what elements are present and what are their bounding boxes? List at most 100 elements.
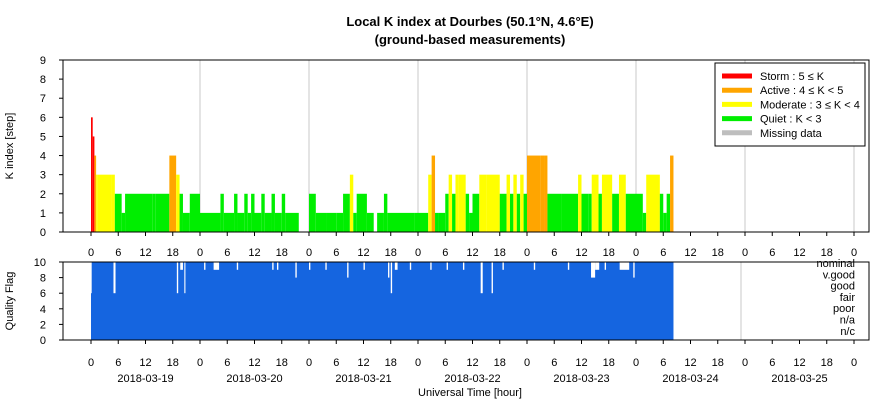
kindex-bar	[438, 212, 446, 232]
kindex-x-tick-label: 0	[197, 247, 203, 259]
kindex-bar	[94, 155, 97, 232]
kindex-x-tick-label: 6	[660, 247, 666, 259]
kindex-bar	[176, 174, 180, 232]
kindex-bar	[516, 193, 521, 232]
kindex-bar	[91, 117, 93, 232]
quality-x-tick-label: 0	[197, 357, 203, 369]
legend-label: Active : 4 ≤ K < 5	[760, 85, 843, 97]
quality-gap	[409, 262, 412, 270]
quality-x-tick-label: 0	[633, 357, 639, 369]
kindex-bar	[445, 193, 449, 232]
quality-x-tick-label: 18	[494, 357, 506, 369]
kindex-x-tick-label: 18	[167, 247, 179, 259]
kindex-y-tick-label: 6	[40, 112, 46, 124]
kindex-bar	[598, 193, 602, 232]
quality-gap	[204, 262, 206, 270]
date-labels: 2018-03-19 2018-03-20 2018-03-21 2018-03-22…	[117, 373, 827, 385]
quality-gap	[295, 262, 297, 278]
kindex-bar	[271, 193, 275, 232]
quality-bar-area	[91, 262, 674, 340]
kindex-bar	[247, 212, 252, 232]
quality-flag-label: nominal	[816, 258, 855, 270]
kindex-bar	[561, 193, 579, 232]
kindex-bar	[353, 212, 357, 232]
kindex-bar	[189, 193, 200, 232]
legend-label: Missing data	[760, 128, 823, 140]
kindex-bar	[285, 212, 299, 232]
date-label: 2018-03-20	[226, 373, 282, 385]
quality-flag-label: poor	[833, 303, 855, 315]
kindex-bar	[234, 193, 238, 232]
kindex-x-tick-label: 0	[88, 247, 94, 259]
quality-flag-label: n/c	[840, 326, 855, 338]
quality-x-tick-label: 18	[385, 357, 397, 369]
kindex-x-tick-label: 6	[769, 247, 775, 259]
kindex-x-tick-label: 12	[357, 247, 369, 259]
quality-gap	[567, 262, 570, 270]
quality-gap	[309, 262, 311, 270]
kindex-bar	[223, 212, 235, 232]
kindex-x-tick-label: 0	[524, 247, 530, 259]
chart-subtitle: (ground-based measurements)	[375, 32, 566, 47]
kindex-bar	[486, 174, 500, 232]
quality-gap	[388, 262, 390, 278]
kindex-bar	[179, 193, 183, 232]
kindex-x-tick-label: 18	[494, 247, 506, 259]
kindex-bar	[642, 212, 647, 232]
kindex-bar	[472, 193, 480, 232]
kindex-bar	[455, 174, 459, 232]
kindex-bar	[220, 193, 224, 232]
kindex-bar	[588, 193, 592, 232]
kindex-bar	[435, 212, 439, 232]
kindex-bar	[431, 155, 436, 232]
kindex-x-tick-label: 0	[742, 247, 748, 259]
kindex-bar	[356, 193, 367, 232]
kindex-x-tick-label: 6	[333, 247, 339, 259]
kindex-bars	[91, 117, 674, 232]
kindex-bar	[387, 212, 415, 232]
kindex-bar	[458, 174, 466, 232]
kindex-y-tick-label: 7	[40, 93, 46, 105]
kindex-bar	[663, 212, 667, 232]
kindex-x-tick-label: 0	[851, 247, 857, 259]
chart-title: Local K index at Dourbes (50.1°N, 4.6°E)	[346, 14, 593, 29]
kindex-x-tick-label: 12	[575, 247, 587, 259]
quality-gap	[633, 262, 635, 278]
quality-x-tick-label: 6	[660, 357, 666, 369]
quality-y-tick-label: 4	[40, 304, 46, 316]
quality-gap	[533, 262, 536, 270]
kindex-bar	[309, 193, 316, 232]
quality-gap	[363, 262, 365, 270]
kindex-bar	[499, 193, 507, 232]
quality-gap	[446, 262, 448, 270]
kindex-bar	[452, 193, 456, 232]
quality-gap	[176, 262, 179, 294]
kindex-y-tick-label: 0	[40, 227, 46, 239]
quality-x-tick-label: 12	[466, 357, 478, 369]
quality-y-tick-label: 10	[34, 257, 46, 269]
quality-y-tick-label: 0	[40, 335, 46, 347]
kindex-bar	[237, 212, 245, 232]
kindex-bar	[625, 193, 636, 232]
kindex-bar	[591, 174, 599, 232]
kindex-x-tick-label: 18	[712, 247, 724, 259]
quality-x-tick-label: 6	[769, 357, 775, 369]
kindex-bar	[666, 193, 671, 232]
kindex-bar	[544, 155, 548, 232]
date-label: 2018-03-19	[117, 373, 173, 385]
quality-bars	[91, 262, 674, 340]
quality-x-tick-label: 0	[415, 357, 421, 369]
quality-x-tick-label: 12	[248, 357, 260, 369]
date-label: 2018-03-25	[771, 373, 827, 385]
kindex-bar	[111, 174, 115, 232]
quality-gap	[591, 262, 596, 278]
quality-gap	[502, 262, 504, 270]
kindex-x-tick-label: 0	[415, 247, 421, 259]
kindex-y-ticks: 0 1 2 3 4 5 6 7 8 9	[40, 55, 63, 239]
quality-gap	[619, 262, 630, 270]
kindex-bar	[636, 193, 643, 232]
kindex-bar	[520, 174, 524, 232]
kindex-x-tick-label: 6	[224, 247, 230, 259]
